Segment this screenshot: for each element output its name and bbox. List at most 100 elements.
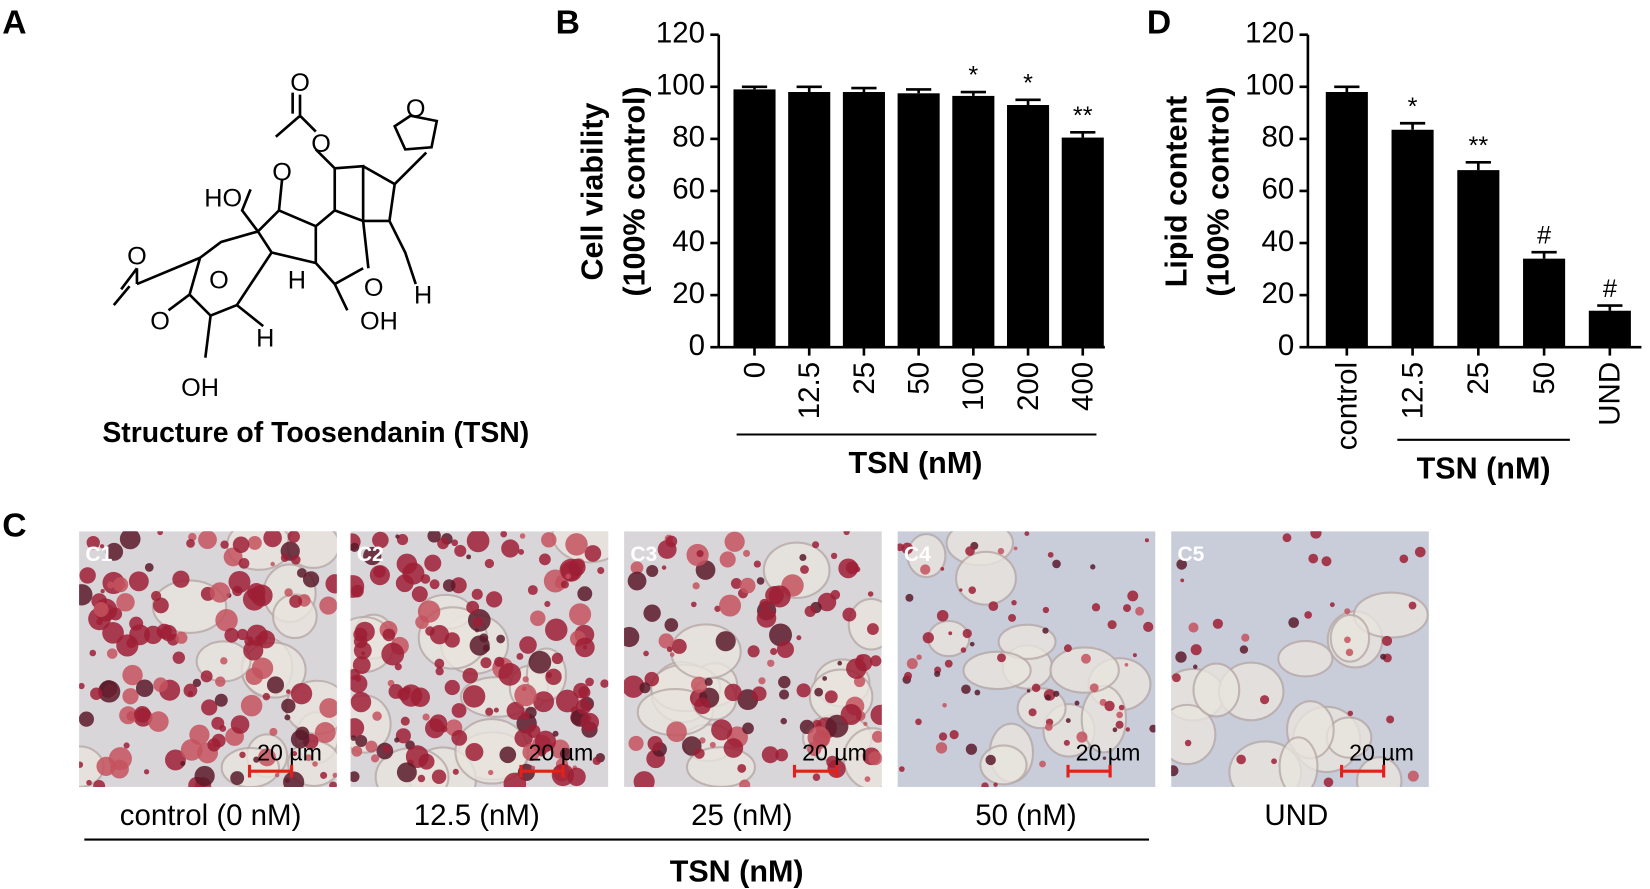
lipid-droplet <box>79 761 84 768</box>
lipid-droplet <box>1081 653 1091 664</box>
bar <box>1391 129 1434 348</box>
y-axis-label: Lipid content <box>1160 96 1194 287</box>
x-tick-label: control <box>1331 362 1364 450</box>
lipid-droplet <box>759 598 770 610</box>
lipid-droplet <box>172 570 190 588</box>
lipid-droplet <box>243 640 264 661</box>
lipid-droplet <box>690 601 697 608</box>
lipid-droplet <box>471 588 483 600</box>
lipid-droplet <box>488 769 494 776</box>
lipid-droplet <box>157 531 163 536</box>
lipid-droplet <box>661 565 667 570</box>
lipid-droplet <box>429 625 450 645</box>
scale-bar <box>247 764 294 778</box>
lipid-droplet <box>906 658 918 670</box>
cell <box>1192 662 1241 718</box>
lipid-droplet <box>283 771 305 787</box>
x-axis-label: TSN (nM) <box>1417 451 1551 485</box>
lipid-droplet <box>302 571 320 588</box>
lipid-droplet <box>506 701 525 720</box>
lipid-droplet <box>761 746 779 764</box>
lipid-droplet <box>775 748 789 762</box>
atom-label: O <box>406 95 426 123</box>
lipid-droplet <box>144 562 154 572</box>
significance-label: # <box>1537 222 1551 250</box>
lipid-droplet <box>559 747 572 760</box>
lipid-droplet <box>1135 606 1144 616</box>
lipid-droplet <box>450 577 467 594</box>
cell <box>954 550 1017 606</box>
lipid-droplet <box>1212 618 1223 629</box>
significance-label: # <box>1603 275 1617 303</box>
lipid-droplet <box>584 545 602 562</box>
cell <box>997 623 1057 661</box>
significance-label: * <box>968 62 978 90</box>
lipid-droplet <box>690 676 708 693</box>
lipid-droplet <box>1039 760 1046 768</box>
lipid-droplet <box>935 742 948 754</box>
structure-caption: Structure of Toosendanin (TSN) <box>102 417 529 449</box>
bar <box>1588 310 1631 348</box>
lipid-droplet <box>694 748 705 759</box>
lipid-droplet <box>494 656 505 668</box>
lipid-droplet <box>796 635 802 641</box>
lipid-droplet <box>904 671 913 680</box>
cell <box>1171 703 1217 766</box>
lipid-droplet <box>916 654 922 660</box>
lipid-droplet <box>666 646 673 653</box>
lipid-droplet <box>1143 621 1154 632</box>
lipid-droplet <box>395 574 414 593</box>
lipid-droplet <box>305 754 313 762</box>
lipid-droplet <box>1127 590 1139 602</box>
lipid-droplet <box>780 717 787 725</box>
lipid-droplet <box>534 730 557 752</box>
significance-label: * <box>1408 93 1418 121</box>
lipid-droplet <box>949 730 959 740</box>
lipid-droplet <box>778 689 790 700</box>
lipid-droplet <box>644 671 660 687</box>
lipid-droplet <box>286 689 291 694</box>
lipid-droplet <box>969 641 975 647</box>
lipid-droplet <box>519 533 526 539</box>
lipid-droplet <box>743 549 751 557</box>
lipid-droplet <box>704 677 713 686</box>
lipid-droplet <box>113 577 129 593</box>
lipid-droplet <box>551 652 564 665</box>
cell <box>847 597 882 651</box>
x-tick-label: 200 <box>1012 362 1045 411</box>
bar <box>1007 105 1050 348</box>
y-axis-label: (100% control) <box>618 86 652 296</box>
atom-label: O <box>290 69 310 97</box>
error-bar <box>1334 85 1360 93</box>
y-tick-label: 60 <box>1261 173 1294 206</box>
x-tick-label: 12.5 <box>1396 362 1429 419</box>
y-tick-label: 100 <box>656 69 705 102</box>
lipid-droplet <box>126 638 137 649</box>
group-label: TSN (nM) <box>670 855 804 889</box>
y-tick-label: 0 <box>689 329 705 362</box>
lipid-droplet <box>600 679 609 688</box>
lipid-droplet <box>709 741 716 748</box>
atom-label: O <box>150 308 170 336</box>
lipid-droplet <box>255 635 263 643</box>
cell <box>906 533 947 579</box>
lipid-droplet <box>351 745 363 757</box>
lipid-droplet <box>325 574 337 594</box>
error-bar <box>1465 160 1491 171</box>
lipid-droplet <box>699 737 706 744</box>
lipid-droplet <box>175 631 188 644</box>
error-bar <box>960 90 986 96</box>
lipid-droplet <box>269 727 278 736</box>
lipid-droplet <box>1399 554 1409 564</box>
lipid-droplet <box>756 577 765 585</box>
lipid-droplet <box>129 616 144 631</box>
lipid-droplet <box>350 718 365 738</box>
lipid-droplet <box>417 774 426 783</box>
lipid-droplet <box>560 580 569 589</box>
lipid-droplet <box>314 722 336 743</box>
lipid-droplet <box>240 694 263 717</box>
lipid-droplet <box>451 703 467 718</box>
panel-label: D <box>1147 5 1171 42</box>
y-tick-label: 20 <box>672 277 705 310</box>
lipid-droplet <box>270 561 275 567</box>
